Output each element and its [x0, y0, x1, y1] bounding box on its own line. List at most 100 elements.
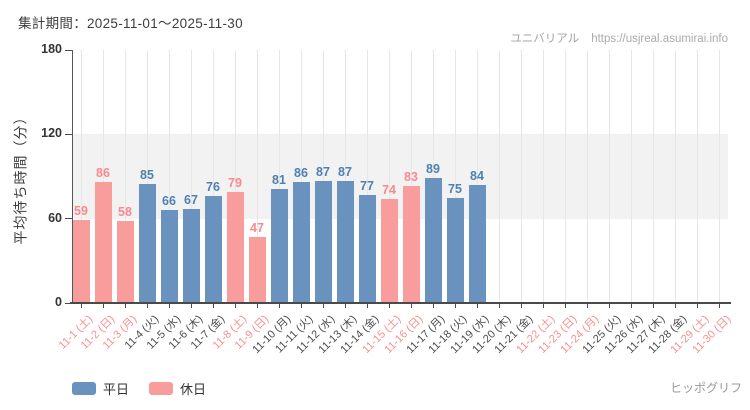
- v-gridline: [542, 50, 544, 303]
- bar-value-11-17 (月): 89: [426, 161, 440, 176]
- bar-value-11-3 (月): 58: [118, 205, 132, 220]
- bar-11-18 (火)[interactable]: [446, 197, 464, 303]
- bar-value-11-14 (金): 77: [360, 178, 374, 193]
- x-tick-mark: [234, 304, 236, 308]
- v-gridline: [190, 50, 192, 303]
- v-gridline: [322, 50, 324, 303]
- x-tick-mark: [168, 304, 170, 308]
- v-gridline: [696, 50, 698, 303]
- watermark: ユニバリアル https://usjreal.asumirai.info: [510, 30, 728, 46]
- x-tick-mark: [630, 304, 632, 308]
- bar-11-12 (水)[interactable]: [314, 180, 332, 303]
- bar-11-6 (木)[interactable]: [182, 208, 200, 303]
- bar-value-11-11 (火): 86: [294, 166, 308, 181]
- v-gridline: [366, 50, 368, 303]
- y-tick-mark: [65, 218, 72, 220]
- x-tick-mark: [564, 304, 566, 308]
- x-tick-mark: [124, 304, 126, 308]
- x-axis-line: [70, 302, 731, 304]
- watermark-brand: ユニバリアル: [510, 33, 580, 45]
- x-tick-mark: [454, 304, 456, 308]
- v-gridline: [652, 50, 654, 303]
- bar-11-4 (火)[interactable]: [138, 183, 156, 303]
- bar-value-11-2 (日): 86: [96, 166, 110, 181]
- x-tick-mark: [498, 304, 500, 308]
- y-tick-mark: [65, 133, 72, 135]
- v-gridline: [674, 50, 676, 303]
- legend: 平日 休日: [72, 379, 206, 398]
- v-gridline: [212, 50, 214, 303]
- bar-11-11 (火)[interactable]: [292, 182, 310, 303]
- bar-value-11-7 (金): 76: [206, 180, 220, 195]
- v-gridline: [102, 50, 104, 303]
- x-tick-mark: [542, 304, 544, 308]
- v-gridline: [278, 50, 280, 303]
- bar-11-19 (水)[interactable]: [468, 184, 486, 303]
- bar-value-11-1 (土): 59: [74, 204, 88, 219]
- legend-label-weekday: 平日: [103, 382, 130, 397]
- v-gridline: [146, 50, 148, 303]
- bar-11-13 (木)[interactable]: [336, 180, 354, 303]
- x-tick-mark: [718, 304, 720, 308]
- legend-swatch-weekday: [72, 382, 96, 395]
- bar-value-11-6 (木): 67: [184, 192, 198, 207]
- v-gridline: [432, 50, 434, 303]
- bar-11-3 (月)[interactable]: [116, 221, 134, 303]
- y-tick-mark: [65, 302, 72, 304]
- v-gridline: [586, 50, 588, 303]
- v-gridline: [520, 50, 522, 303]
- bar-value-11-9 (日): 47: [250, 220, 264, 235]
- x-tick-mark: [344, 304, 346, 308]
- bar-11-15 (土)[interactable]: [380, 199, 398, 303]
- x-tick-mark: [256, 304, 258, 308]
- shaded-band: [72, 134, 728, 219]
- x-tick-mark: [586, 304, 588, 308]
- bar-value-11-15 (土): 74: [382, 183, 396, 197]
- v-gridline: [630, 50, 632, 303]
- bar-value-11-5 (水): 66: [162, 194, 176, 209]
- plot-area: 59 86 58 85 66 67 76 79 47 81 86 87 87 77 74 83 89 75 84: [72, 50, 728, 303]
- x-tick-mark: [608, 304, 610, 308]
- y-axis-title-wrap: 平均待ち時間（分）: [8, 50, 32, 303]
- x-tick-mark: [388, 304, 390, 308]
- x-tick-mark: [190, 304, 192, 308]
- v-gridline: [344, 50, 346, 303]
- bar-value-11-18 (火): 75: [448, 181, 462, 196]
- x-tick-mark: [476, 304, 478, 308]
- bar-value-11-10 (月): 81: [272, 173, 286, 188]
- bar-11-17 (月)[interactable]: [424, 177, 442, 303]
- bar-11-7 (金)[interactable]: [204, 196, 222, 303]
- x-tick-mark: [432, 304, 434, 308]
- x-tick-mark: [366, 304, 368, 308]
- x-tick-mark: [696, 304, 698, 308]
- x-tick-mark: [520, 304, 522, 308]
- bar-11-10 (月)[interactable]: [270, 189, 288, 303]
- bar-11-8 (土)[interactable]: [226, 191, 244, 303]
- x-tick-mark: [80, 304, 82, 308]
- bar-11-14 (金)[interactable]: [358, 194, 376, 303]
- bar-11-9 (日)[interactable]: [248, 236, 266, 303]
- v-gridline: [168, 50, 170, 303]
- legend-item-weekday: 平日: [72, 379, 129, 398]
- legend-label-holiday: 休日: [180, 382, 207, 397]
- x-tick-mark: [278, 304, 280, 308]
- bar-11-5 (水)[interactable]: [160, 210, 178, 303]
- x-tick-mark: [102, 304, 104, 308]
- watermark-url[interactable]: https://usjreal.asumirai.info: [591, 33, 728, 45]
- bar-11-2 (日)[interactable]: [94, 182, 112, 303]
- bar-value-11-4 (火): 85: [140, 167, 154, 182]
- x-tick-mark: [322, 304, 324, 308]
- bar-11-16 (日)[interactable]: [402, 186, 420, 303]
- v-gridline: [718, 50, 720, 303]
- v-gridline: [564, 50, 566, 303]
- y-tick-mark: [65, 49, 72, 51]
- bar-11-1 (土)[interactable]: [72, 220, 90, 303]
- y-axis-line: [72, 50, 73, 303]
- v-gridline: [80, 50, 82, 303]
- v-gridline: [124, 50, 126, 303]
- y-tick-label-120: 120: [41, 126, 62, 141]
- v-gridline: [410, 50, 412, 303]
- v-gridline: [234, 50, 236, 303]
- legend-item-holiday: 休日: [149, 379, 206, 398]
